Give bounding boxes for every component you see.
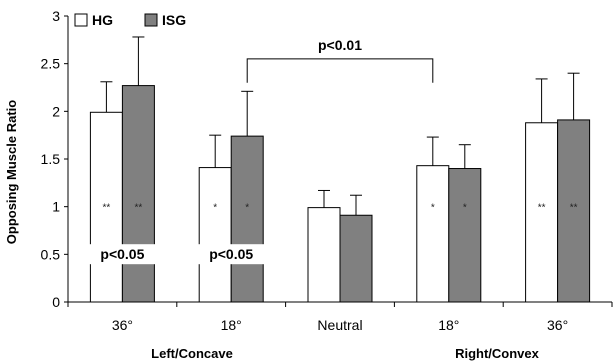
significance-stars: * xyxy=(245,203,249,214)
significance-stars: ** xyxy=(135,203,143,214)
significance-stars: * xyxy=(431,203,435,214)
significance-stars: * xyxy=(213,203,217,214)
bar-hg xyxy=(307,207,341,303)
significance-label-bg xyxy=(191,244,272,265)
y-tick-label: 1.5 xyxy=(41,151,61,167)
bar-isg xyxy=(557,119,591,303)
significance-stars: ** xyxy=(570,203,578,214)
significance-label: p<0.05 xyxy=(100,246,144,262)
bar-hg xyxy=(89,111,123,303)
bar-isg xyxy=(339,214,373,303)
legend-swatch-isg xyxy=(144,13,158,27)
bar-hg xyxy=(416,165,450,303)
y-tick-label: 3 xyxy=(52,8,60,24)
comparison-bracket xyxy=(246,58,434,83)
bar-isg xyxy=(121,85,155,303)
significance-stars: ** xyxy=(538,203,546,214)
x-tick-label: 18° xyxy=(438,317,459,333)
legend-label-hg: HG xyxy=(92,12,113,28)
group-label-left: Left/Concave xyxy=(151,346,233,361)
y-axis-title: Opposing Muscle Ratio xyxy=(4,100,19,245)
y-tick-label: 0.5 xyxy=(41,246,61,262)
legend-label-isg: ISG xyxy=(162,12,186,28)
bar-hg xyxy=(198,167,232,303)
bar-isg xyxy=(448,168,482,303)
significance-label-bg xyxy=(82,244,163,265)
bar-hg xyxy=(525,122,559,303)
x-tick-label: 18° xyxy=(221,317,242,333)
group-label-right: Right/Convex xyxy=(455,346,540,361)
y-tick-label: 1 xyxy=(52,199,60,215)
significance-stars: ** xyxy=(103,203,111,214)
significance-stars: * xyxy=(463,203,467,214)
legend: HG ISG xyxy=(74,12,186,28)
significance-label: p<0.05 xyxy=(209,246,253,262)
y-tick-label: 2 xyxy=(52,103,60,119)
y-tick-label: 0 xyxy=(52,294,60,310)
x-tick-label: 36° xyxy=(112,317,133,333)
legend-swatch-hg xyxy=(74,13,88,27)
x-tick-label: 36° xyxy=(547,317,568,333)
comparison-label: p<0.01 xyxy=(318,37,362,53)
y-tick-label: 2.5 xyxy=(41,56,61,72)
bar-isg xyxy=(230,135,264,303)
x-tick-label: Neutral xyxy=(317,317,362,333)
